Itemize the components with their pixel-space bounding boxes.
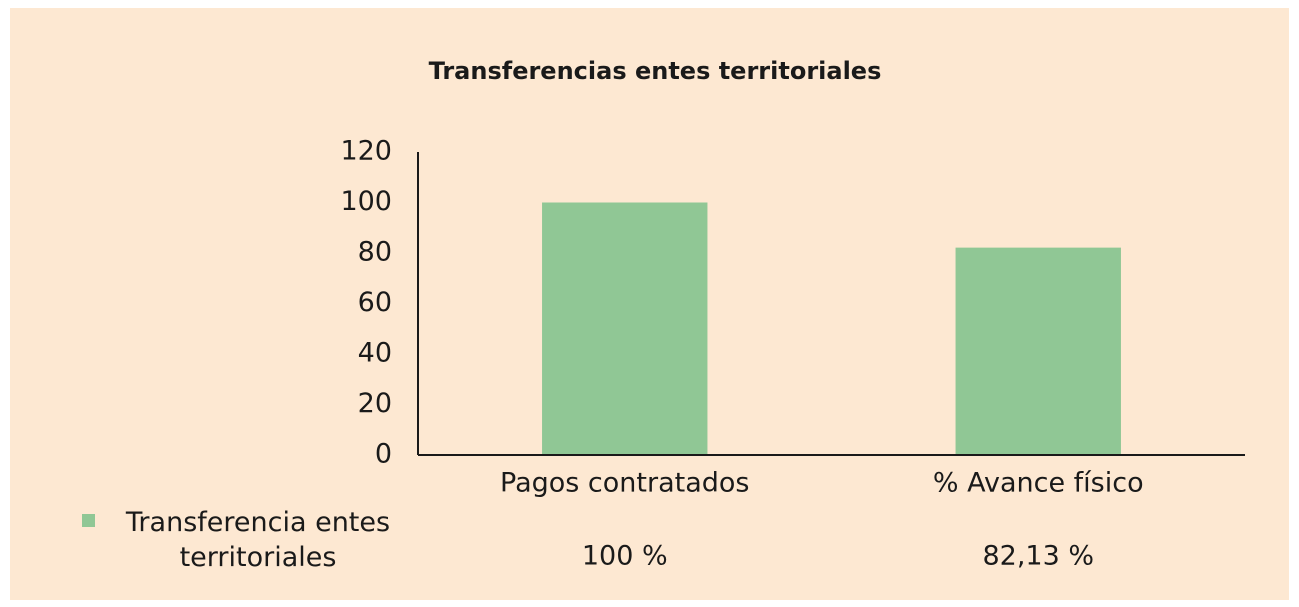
y-tick-label: 80 bbox=[358, 237, 392, 268]
bar bbox=[542, 202, 708, 455]
y-tick-label: 0 bbox=[375, 439, 392, 470]
y-tick-label: 100 bbox=[340, 186, 392, 217]
legend-swatch bbox=[82, 514, 95, 527]
data-label: 82,13 % bbox=[982, 541, 1094, 572]
data-label: 100 % bbox=[582, 541, 668, 572]
chart-title: Transferencias entes territoriales bbox=[429, 57, 882, 85]
y-tick-label: 40 bbox=[358, 338, 392, 369]
x-tick-label: Pagos contratados bbox=[500, 468, 750, 499]
x-tick-label: % Avance físico bbox=[933, 468, 1144, 499]
bar bbox=[955, 247, 1121, 455]
legend-label: Transferencia entes territoriales bbox=[125, 507, 391, 573]
y-tick-label: 120 bbox=[340, 136, 392, 167]
y-tick-label: 60 bbox=[358, 287, 392, 318]
y-tick-label: 20 bbox=[358, 388, 392, 419]
